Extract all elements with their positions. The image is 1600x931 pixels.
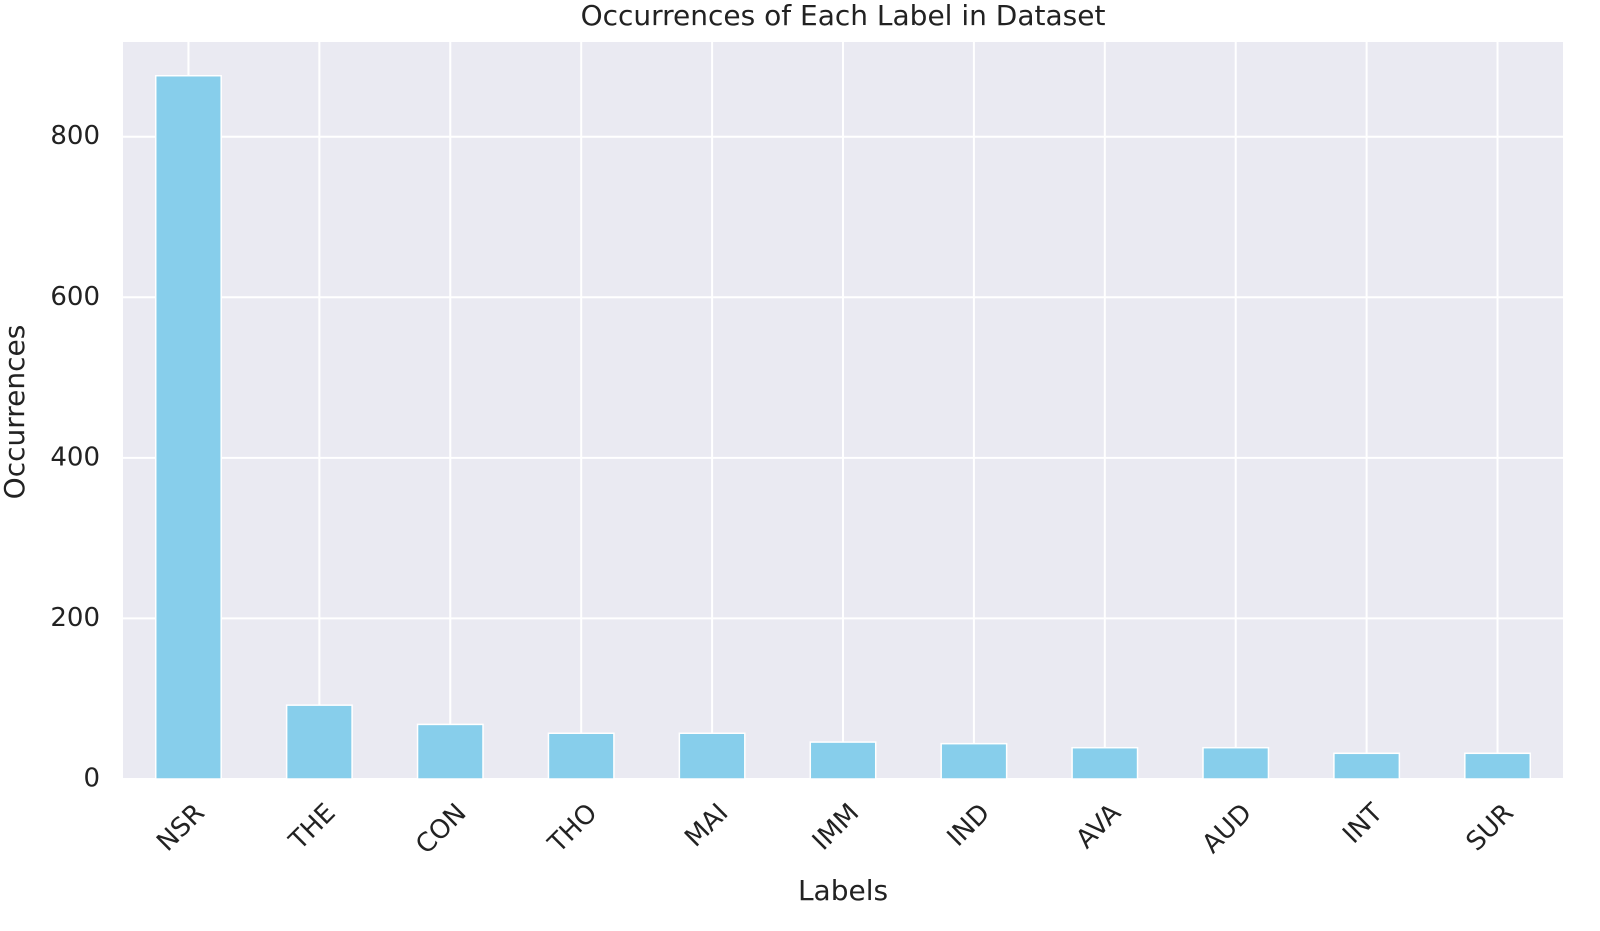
x-tick-label: MAI <box>679 798 734 853</box>
bar <box>1071 746 1139 780</box>
y-tick-label: 200 <box>50 603 100 633</box>
bar <box>1202 746 1270 780</box>
bar <box>940 742 1008 780</box>
x-tick-label: THE <box>283 798 342 857</box>
x-tick-label: IND <box>942 798 997 853</box>
y-tick-label: 800 <box>50 121 100 151</box>
y-tick-label: 400 <box>50 442 100 472</box>
bar <box>1333 752 1401 780</box>
x-axis-label: Labels <box>798 874 888 907</box>
bar <box>416 723 484 780</box>
bar <box>1464 752 1532 780</box>
bar <box>547 732 615 780</box>
y-axis-label: Occurrences <box>0 325 31 500</box>
x-tick-label: AUD <box>1197 798 1258 859</box>
bar <box>809 741 877 780</box>
y-tick-label: 0 <box>83 764 100 794</box>
x-tick-label: SUR <box>1461 798 1520 857</box>
y-tick-label: 600 <box>50 282 100 312</box>
x-tick-label: CON <box>410 798 472 860</box>
x-tick-label: IMM <box>807 798 865 856</box>
x-tick-label: AVA <box>1070 798 1127 855</box>
bar <box>285 704 353 780</box>
bar <box>154 74 222 780</box>
x-tick-label: INT <box>1337 798 1389 850</box>
x-tick-label: NSR <box>151 798 210 857</box>
chart-title: Occurrences of Each Label in Dataset <box>581 0 1106 32</box>
x-tick-label: THO <box>542 798 603 859</box>
bar <box>678 732 746 780</box>
